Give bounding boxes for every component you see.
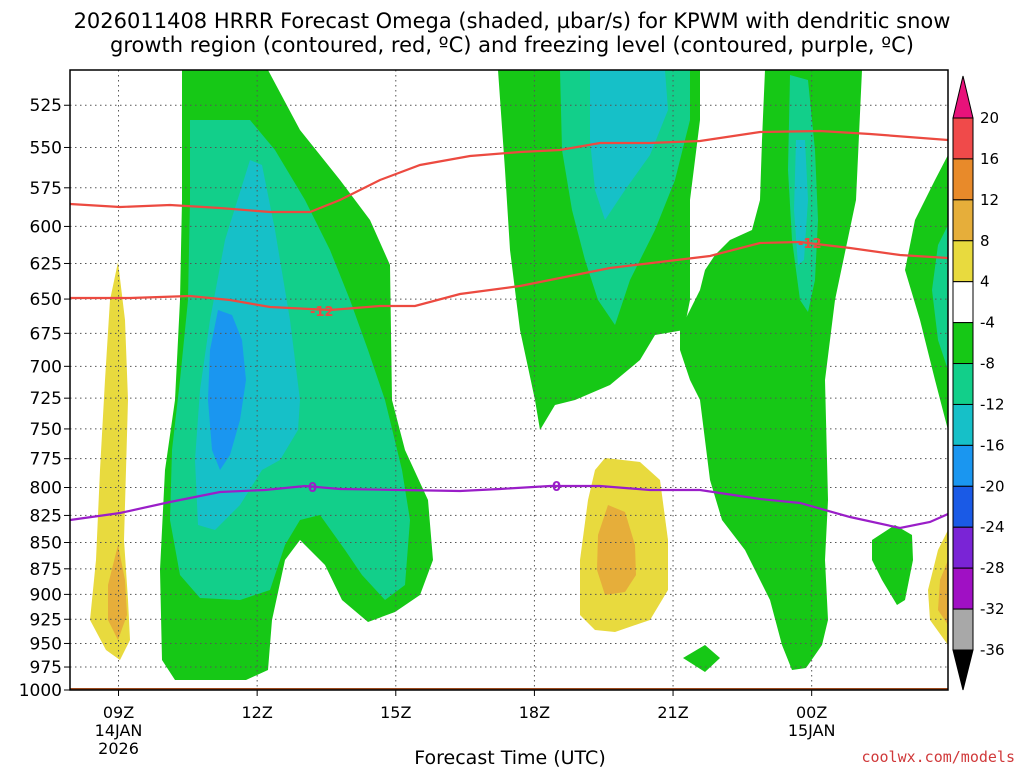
colorbar-box-1 bbox=[952, 158, 974, 201]
omega-region-green-small-1 bbox=[683, 645, 720, 672]
y-tick-label-900: 900 bbox=[30, 585, 62, 605]
dgz-contours: -12 -12 bbox=[70, 129, 948, 320]
chart-title-line-1: 2026011408 HRRR Forecast Omega (shaded, … bbox=[74, 9, 951, 33]
freezing-contour-line bbox=[70, 484, 948, 530]
colorbar-box-9 bbox=[952, 485, 974, 528]
colorbar-box-0 bbox=[952, 117, 974, 160]
colorbar-label--16: -16 bbox=[980, 436, 1005, 454]
y-tick-label-700: 700 bbox=[30, 357, 62, 377]
colorbar-box-10 bbox=[952, 526, 974, 569]
y-tick-label-800: 800 bbox=[30, 478, 62, 498]
colorbar-label--4: -4 bbox=[980, 314, 995, 332]
x-tick-sublabel-09Z-0: 14JAN bbox=[95, 721, 143, 740]
y-tick-label-825: 825 bbox=[30, 506, 62, 526]
x-tick-label-21Z: 21Z bbox=[657, 703, 688, 722]
y-tick-label-525: 525 bbox=[30, 96, 62, 116]
omega-region-teal-right bbox=[932, 225, 948, 370]
colorbar-box-7 bbox=[952, 403, 974, 446]
y-tick-label-675: 675 bbox=[30, 324, 62, 344]
x-tick-sublabel-09Z-1: 2026 bbox=[98, 739, 139, 758]
colorbar-bottom-arrow bbox=[952, 649, 974, 691]
dgz-contour-upper bbox=[70, 129, 948, 214]
colorbar-box-5 bbox=[952, 322, 974, 365]
x-tick-label-15Z: 15Z bbox=[380, 703, 411, 722]
ground-strip bbox=[70, 688, 948, 690]
colorbar-label-12: 12 bbox=[980, 191, 999, 209]
colorbar-label--8: -8 bbox=[980, 355, 995, 373]
colorbar-label--32: -32 bbox=[980, 600, 1005, 618]
colorbar-label-20: 20 bbox=[980, 109, 999, 127]
x-tick-label-09Z: 09Z bbox=[103, 703, 134, 722]
y-tick-label-600: 600 bbox=[30, 217, 62, 237]
colorbar-box-12 bbox=[952, 608, 974, 651]
y-tick-label-775: 775 bbox=[30, 450, 62, 470]
freezing-level-contour: 0 0 bbox=[70, 480, 948, 530]
colorbar-label-8: 8 bbox=[980, 232, 990, 250]
y-tick-label-1000: 1000 bbox=[19, 681, 62, 701]
y-tick-label-875: 875 bbox=[30, 560, 62, 580]
chart-title-line-2: growth region (contoured, red, ºC) and f… bbox=[110, 33, 914, 57]
y-tick-label-650: 650 bbox=[30, 290, 62, 310]
dgz-label-upper-right: -12 bbox=[798, 237, 822, 252]
omega-region-green-small-2 bbox=[872, 525, 913, 605]
freezing-label-left: 0 bbox=[308, 481, 317, 496]
omega-shading bbox=[90, 70, 948, 680]
y-tick-label-925: 925 bbox=[30, 610, 62, 630]
y-tick-label-850: 850 bbox=[30, 534, 62, 554]
colorbar-box-11 bbox=[952, 567, 974, 610]
colorbar-label--28: -28 bbox=[980, 559, 1005, 577]
freezing-label-mid: 0 bbox=[552, 480, 561, 495]
colorbar-label--12: -12 bbox=[980, 395, 1005, 413]
dgz-label-lower: -12 bbox=[310, 305, 334, 320]
colorbar-box-6 bbox=[952, 363, 974, 405]
y-axis: 1000 975 950 925 900 875 850 825 800 775 750 725 700… bbox=[19, 96, 70, 701]
colorbar-label--36: -36 bbox=[980, 641, 1005, 659]
y-tick-label-575: 575 bbox=[30, 179, 62, 199]
colorbar-label-16: 16 bbox=[980, 150, 999, 168]
x-tick-label-00Z: 00Z bbox=[796, 703, 827, 722]
omega-region-cyan-second bbox=[590, 70, 668, 220]
colorbar-label-4: 4 bbox=[980, 273, 990, 291]
y-tick-label-725: 725 bbox=[30, 389, 62, 409]
x-tick-label-12Z: 12Z bbox=[241, 703, 272, 722]
x-axis-title: Forecast Time (UTC) bbox=[414, 747, 605, 768]
y-tick-label-975: 975 bbox=[30, 658, 62, 678]
colorbar-legend: 20 16 12 8 4 -4 -8 -12 -16 -20 -24 -28 -32 -36 bbox=[952, 75, 1005, 691]
x-tick-sublabel-00Z-0: 15JAN bbox=[788, 721, 836, 740]
y-tick-label-950: 950 bbox=[30, 634, 62, 654]
omega-region-orange-left bbox=[108, 545, 127, 640]
credit-text: coolwx.com/models bbox=[861, 748, 1015, 766]
plot-area: -12 -12 0 0 bbox=[70, 70, 948, 690]
y-tick-label-625: 625 bbox=[30, 254, 62, 274]
x-tick-label-18Z: 18Z bbox=[519, 703, 550, 722]
y-tick-label-750: 750 bbox=[30, 420, 62, 440]
dgz-contour-lower bbox=[70, 240, 948, 312]
colorbar-box-2 bbox=[952, 199, 974, 242]
colorbar-label--20: -20 bbox=[980, 477, 1005, 495]
omega-region-blue-main bbox=[208, 310, 246, 470]
omega-region-green-right bbox=[905, 155, 948, 430]
omega-region-orange-mid bbox=[597, 505, 636, 595]
colorbar-top-arrow bbox=[952, 75, 974, 119]
omega-region-orange-right bbox=[938, 560, 948, 625]
omega-region-cyan-third bbox=[794, 140, 808, 265]
plot-frame bbox=[69, 69, 949, 691]
colorbar-box-3 bbox=[952, 240, 974, 283]
colorbar-box-8 bbox=[952, 444, 974, 487]
colorbar-label--24: -24 bbox=[980, 518, 1005, 536]
y-tick-label-550: 550 bbox=[30, 138, 62, 158]
colorbar-box-4 bbox=[952, 281, 974, 324]
